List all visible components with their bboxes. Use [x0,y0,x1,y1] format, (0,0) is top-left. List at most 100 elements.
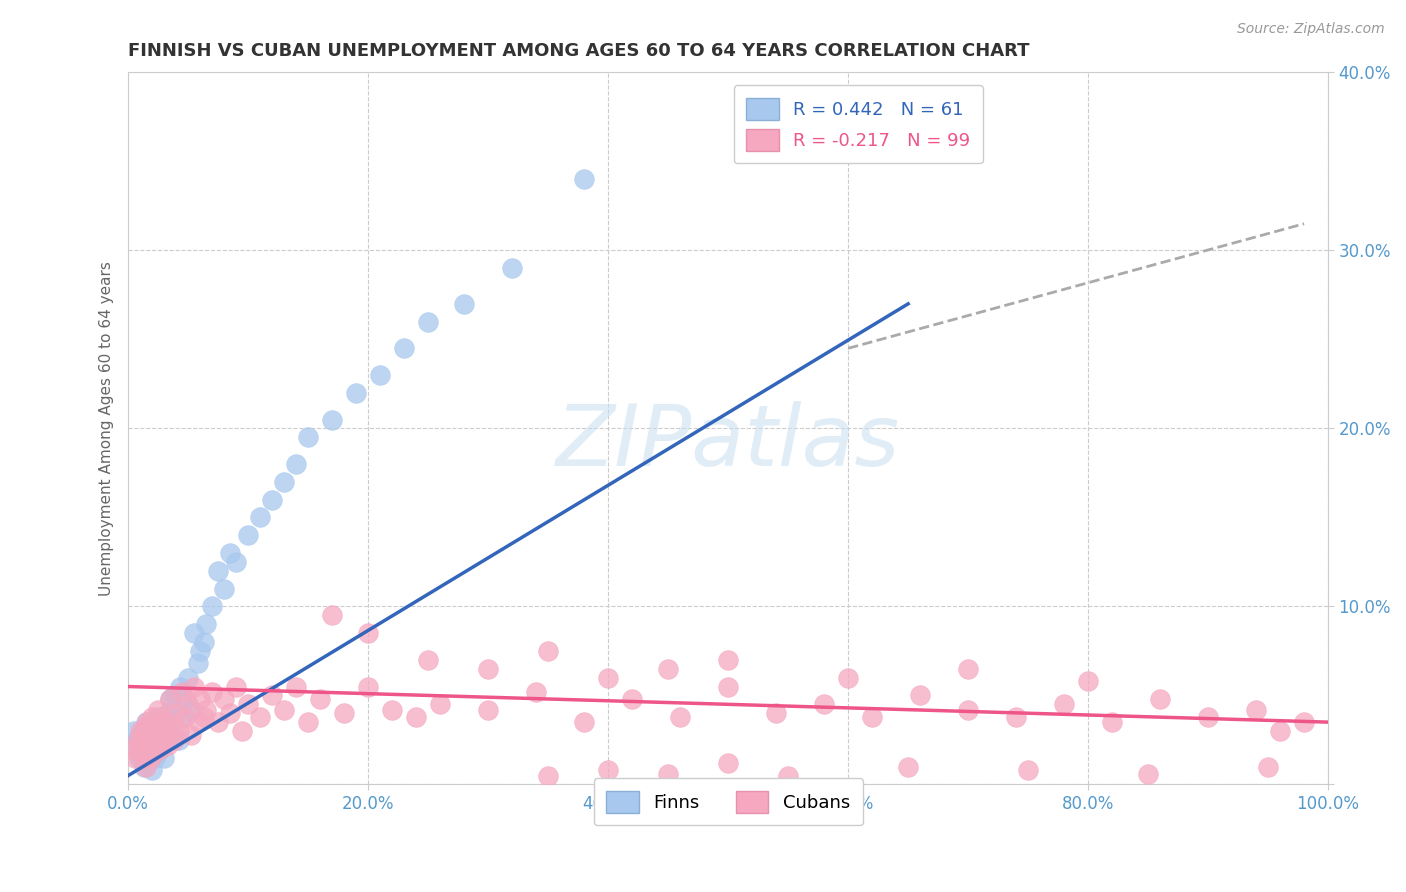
Point [149,739,172,753]
Point [657,766,679,780]
Point [132,759,155,773]
Point [501,261,523,276]
Point [309,692,332,706]
Point [392,342,415,356]
Point [132,750,155,764]
Point [297,715,319,730]
Point [127,733,149,747]
Point [477,703,499,717]
Point [207,715,229,730]
Point [1017,763,1039,777]
Point [187,657,209,671]
Point [150,721,173,735]
Point [860,710,883,724]
Point [321,608,343,623]
Point [135,733,157,747]
Point [225,555,247,569]
Point [285,680,308,694]
Point [201,599,224,614]
Point [212,692,235,706]
Point [173,692,195,706]
Point [129,728,152,742]
Point [1077,674,1099,689]
Point [127,741,149,756]
Point [344,385,367,400]
Point [207,564,229,578]
Point [148,745,170,759]
Point [141,763,163,777]
Point [1137,766,1160,780]
Point [167,724,190,739]
Point [165,703,187,717]
Point [1005,710,1028,724]
Point [657,662,679,676]
Point [1268,724,1291,739]
Point [477,662,499,676]
Point [141,721,163,735]
Point [238,698,260,712]
Text: ZIPatlas: ZIPatlas [555,401,900,484]
Point [225,680,247,694]
Point [128,750,150,764]
Point [141,739,163,753]
Point [321,412,343,426]
Point [429,698,451,712]
Point [145,715,167,730]
Point [163,689,186,703]
Point [249,710,271,724]
Point [1149,692,1171,706]
Point [146,724,169,739]
Point [153,715,176,730]
Point [172,710,194,724]
Point [163,733,186,747]
Point [219,546,242,560]
Point [139,750,162,764]
Point [231,724,253,739]
Point [778,768,800,782]
Point [169,680,191,694]
Point [173,710,195,724]
Point [124,750,146,764]
Point [621,692,644,706]
Point [156,733,179,747]
Point [897,759,920,773]
Point [765,706,787,721]
Point [357,626,380,640]
Point [122,724,145,739]
Point [813,698,835,712]
Point [418,315,440,329]
Point [249,510,271,524]
Y-axis label: Unemployment Among Ages 60 to 64 years: Unemployment Among Ages 60 to 64 years [100,261,114,596]
Point [537,768,560,782]
Point [142,724,165,739]
Point [148,710,170,724]
Point [162,715,184,730]
Point [669,710,692,724]
Point [262,689,284,703]
Point [837,671,859,685]
Point [717,680,740,694]
Point [135,759,157,773]
Point [145,739,167,753]
Point [159,692,181,706]
Point [262,492,284,507]
Point [183,680,205,694]
Point [333,706,356,721]
Point [156,706,179,721]
Point [165,706,187,721]
Point [187,715,209,730]
Point [188,644,211,658]
Point [153,728,176,742]
Point [717,756,740,770]
Point [193,710,215,724]
Point [212,582,235,596]
Point [180,728,202,742]
Point [219,706,242,721]
Point [131,739,153,753]
Point [177,671,200,685]
Point [572,172,595,186]
Point [180,703,202,717]
Point [136,715,159,730]
Point [1197,710,1219,724]
Point [188,692,211,706]
